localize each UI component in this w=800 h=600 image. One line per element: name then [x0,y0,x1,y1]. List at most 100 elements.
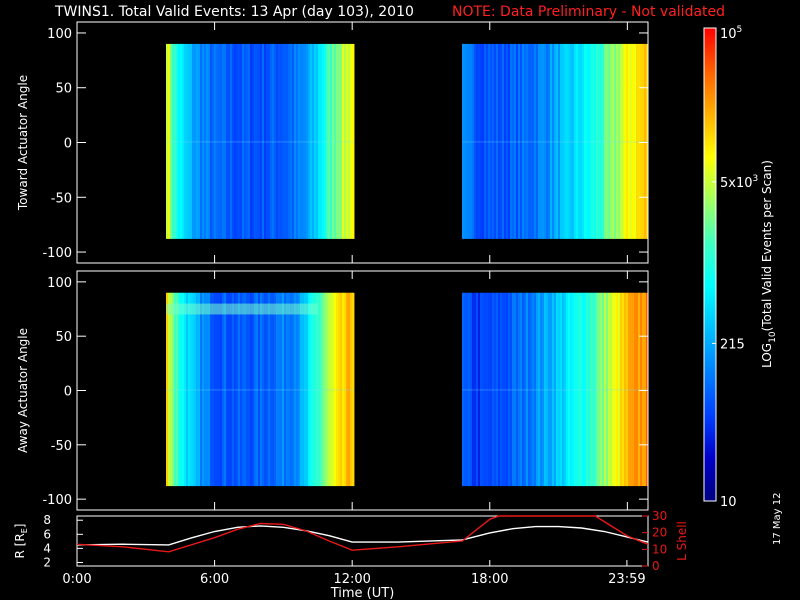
data-column [532,292,534,487]
data-column [234,43,236,239]
data-column [192,43,194,239]
data-column [240,43,242,239]
data-column [250,292,252,487]
y-tick-label: -50 [51,439,72,454]
data-column [600,43,602,239]
data-column [630,292,632,487]
data-column [256,43,258,239]
data-column [584,43,586,239]
data-column [320,43,322,239]
data-column [536,292,538,487]
y-tick-label: 0 [64,137,72,152]
data-column [344,292,346,487]
data-column [588,292,590,487]
data-column [174,292,176,487]
data-column [462,43,464,239]
data-column [638,292,640,487]
data-column [288,43,290,239]
x-tick-label: 18:00 [471,572,508,587]
data-block-2 [462,292,648,487]
data-column [504,43,506,239]
data-column [186,43,188,239]
data-column [334,292,336,487]
data-column [470,43,472,239]
data-column [228,292,230,487]
data-column [546,292,548,487]
data-column [500,292,502,487]
data-column [230,43,232,239]
data-column [212,43,214,239]
data-column [562,43,564,239]
data-column [304,292,306,487]
data-column [232,43,234,239]
lshell-series-line [76,515,649,553]
data-column [528,292,530,487]
data-column [258,43,260,239]
data-column [572,292,574,487]
x-tick-label: 23:59 [608,572,645,587]
data-column [646,43,648,239]
data-column [466,43,468,239]
data-column [576,43,578,239]
data-column [496,292,498,487]
data-column [248,292,250,487]
x-tick-label: 12:00 [333,572,370,587]
data-column [558,292,560,487]
data-column [542,292,544,487]
data-column [194,43,196,239]
data-column [254,292,256,487]
data-column [178,292,180,487]
data-column [294,43,296,239]
left-tick-label: 8 [43,513,51,527]
x-axis-label: Time (UT) [330,586,395,600]
data-column [568,292,570,487]
data-column [214,43,216,239]
data-column [556,43,558,239]
data-column [620,43,622,239]
data-column [510,292,512,487]
data-column [594,43,596,239]
data-column [250,43,252,239]
data-column [218,43,220,239]
data-column [582,292,584,487]
data-column [310,43,312,239]
data-column [488,292,490,487]
data-column [486,43,488,239]
colorbar-tick-label: 215 [720,337,745,352]
data-column [464,292,466,487]
data-column [300,292,302,487]
data-column [594,292,596,487]
data-column [274,43,276,239]
data-column [576,292,578,487]
data-column [338,292,340,487]
data-column [608,43,610,239]
data-column [526,43,528,239]
data-column [206,43,208,239]
data-column [166,43,168,239]
data-column [590,43,592,239]
y-tick-label: -50 [51,191,72,206]
data-column [308,292,310,487]
data-column [188,43,190,239]
data-column [478,43,480,239]
data-column [296,43,298,239]
data-column [346,292,348,487]
data-column [314,292,316,487]
data-column [630,43,632,239]
data-column [640,292,642,487]
data-column [248,43,250,239]
data-column [350,43,352,239]
data-column [226,292,228,487]
data-column [272,292,274,487]
data-column [534,292,536,487]
data-column [320,292,322,487]
data-block-2 [462,43,648,239]
y-tick-label: 100 [47,276,72,291]
data-column [516,43,518,239]
colorbar-tick-label: 105 [720,25,742,42]
x-tick-label: 0:00 [62,572,91,587]
right-tick-label: 0 [652,559,660,573]
data-column [570,43,572,239]
data-column [242,292,244,487]
data-column [214,292,216,487]
